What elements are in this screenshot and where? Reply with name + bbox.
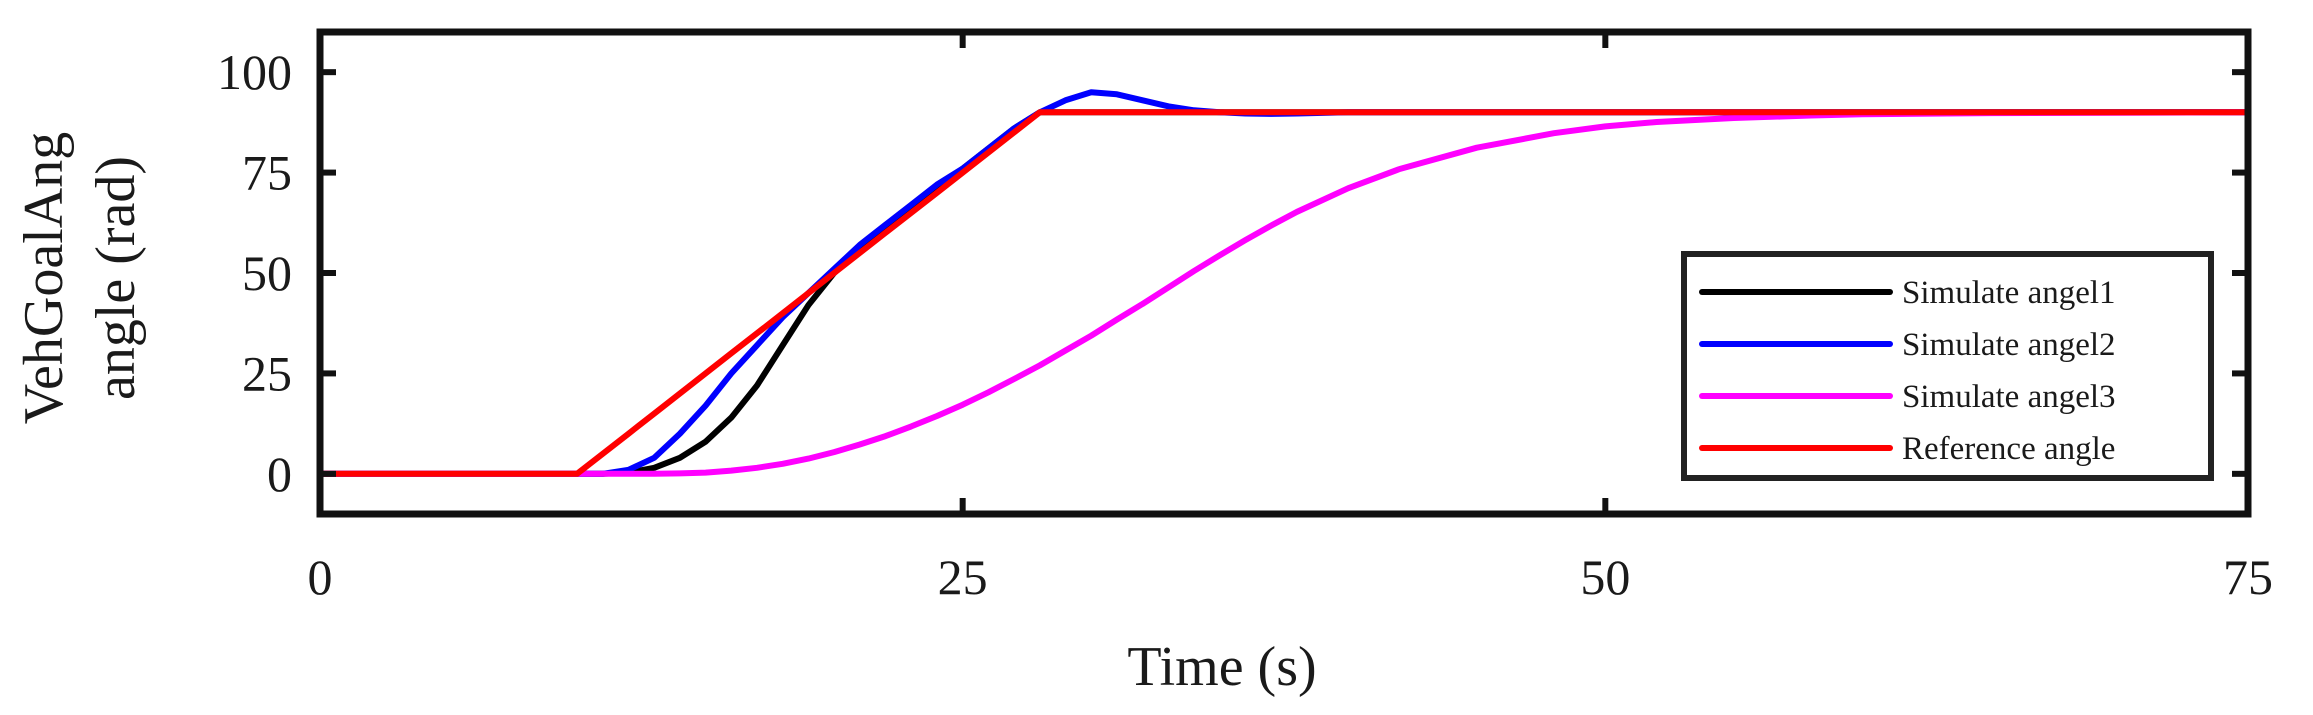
- y-tick-label: 0: [267, 446, 292, 502]
- legend-label: Simulate angel1: [1902, 275, 2116, 311]
- x-tick-label: 25: [938, 549, 988, 605]
- x-tick-label: 75: [2223, 549, 2273, 605]
- x-axis-title: Time (s): [1127, 636, 1316, 698]
- legend-entry: Simulate angel1: [1699, 275, 2116, 311]
- legend-entry: Simulate angel2: [1699, 327, 2116, 363]
- y-axis-title-line-1: VehGoalAng: [13, 132, 75, 424]
- legend-label: Simulate angel3: [1902, 379, 2116, 415]
- legend: Simulate angel1 Simulate angel2 Simulate…: [1681, 251, 2214, 481]
- y-axis-title-line-2: angle (rad): [85, 156, 147, 400]
- legend-label: Simulate angel2: [1902, 327, 2116, 363]
- ticks-layer: 0 25 50 75 100 0 25 50 75: [217, 32, 2273, 605]
- x-tick-label: 50: [1580, 549, 1630, 605]
- y-axis-title: VehGoalAng angle (rad): [13, 132, 147, 424]
- legend-entry: Reference angle: [1699, 431, 2115, 467]
- series-line: [317, 109, 2251, 477]
- y-tick-label: 75: [242, 145, 292, 201]
- plot-frame: [316, 28, 2252, 518]
- legend-label: Reference angle: [1902, 431, 2115, 467]
- series-line: [317, 109, 2251, 477]
- y-tick-label: 100: [217, 44, 292, 100]
- series-layer: [317, 89, 2251, 477]
- x-tick-label: 0: [308, 549, 333, 605]
- legend-entry: Simulate angel3: [1699, 379, 2116, 415]
- y-tick-label: 25: [242, 345, 292, 401]
- y-tick-label: 50: [242, 245, 292, 301]
